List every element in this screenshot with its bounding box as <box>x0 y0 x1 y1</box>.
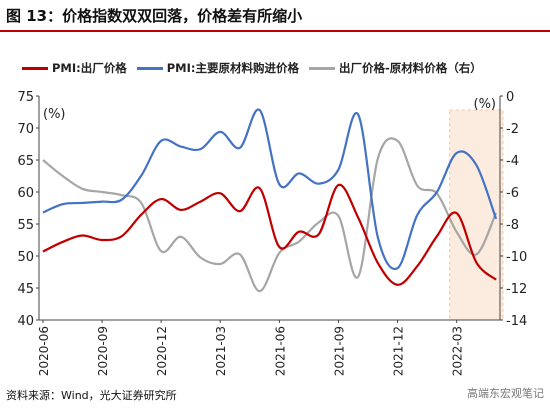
y-left-tick-label: 60 <box>17 186 34 201</box>
y-right-tick-label: -2 <box>506 122 519 137</box>
title-divider <box>0 30 550 32</box>
y-left-tick-label: 45 <box>17 282 34 297</box>
x-tick-label: 2020-12 <box>155 326 169 376</box>
figure-title: 图 13：价格指数双双回落，价格差有所缩小 <box>6 7 303 25</box>
y-right-tick-label: -4 <box>506 154 519 169</box>
y-right-tick-label: -14 <box>506 314 527 329</box>
legend-label-price-gap: 出厂价格-原材料价格（右） <box>339 61 482 75</box>
legend-swatch-price-gap <box>309 66 335 70</box>
x-tick-label: 2021-03 <box>214 326 228 376</box>
legend-item-output-price: PMI:出厂价格 <box>22 60 127 76</box>
x-tick-label: 2022-03 <box>451 326 465 376</box>
y-left-tick-label: 55 <box>17 218 34 233</box>
y-left-tick-label: 40 <box>17 314 34 329</box>
y-left-tick-label: 50 <box>17 250 34 265</box>
series-price-gap-line <box>42 137 498 293</box>
y-right-tick-label: -6 <box>506 186 519 201</box>
x-tick-label: 2021-12 <box>392 326 406 376</box>
y-left-tick-label: 70 <box>17 122 34 137</box>
legend: PMI:出厂价格 PMI:主要原材料购进价格 出厂价格-原材料价格（右） <box>22 60 492 76</box>
legend-swatch-output-price <box>22 66 48 70</box>
x-tick-label: 2020-09 <box>96 326 110 376</box>
legend-label-input-price: PMI:主要原材料购进价格 <box>166 61 299 75</box>
y-right-tick-label: -8 <box>506 218 519 233</box>
y-right-unit-label: (%) <box>474 97 497 112</box>
legend-label-output-price: PMI:出厂价格 <box>52 61 127 75</box>
y-left-tick-label: 75 <box>17 90 34 105</box>
x-tick-label: 2020-06 <box>37 326 51 376</box>
y-right-tick-label: -10 <box>506 250 527 265</box>
legend-item-price-gap: 出厂价格-原材料价格（右） <box>309 60 482 76</box>
legend-swatch-input-price <box>136 66 163 70</box>
x-tick-label: 2021-06 <box>273 326 287 376</box>
y-left-tick-label: 65 <box>17 154 34 169</box>
x-tick-label: 2021-09 <box>332 326 346 376</box>
source-note: 资料来源：Wind，光大证券研究所 <box>6 389 177 402</box>
legend-item-input-price: PMI:主要原材料购进价格 <box>136 60 299 76</box>
series-input-price-line <box>42 108 498 271</box>
series-output-price-line <box>42 183 497 286</box>
y-right-tick-label: -12 <box>506 282 527 297</box>
y-right-tick-label: 0 <box>506 90 514 105</box>
watermark: 高端东宏观笔记 <box>467 387 544 400</box>
y-left-unit-label: (%) <box>43 107 66 122</box>
